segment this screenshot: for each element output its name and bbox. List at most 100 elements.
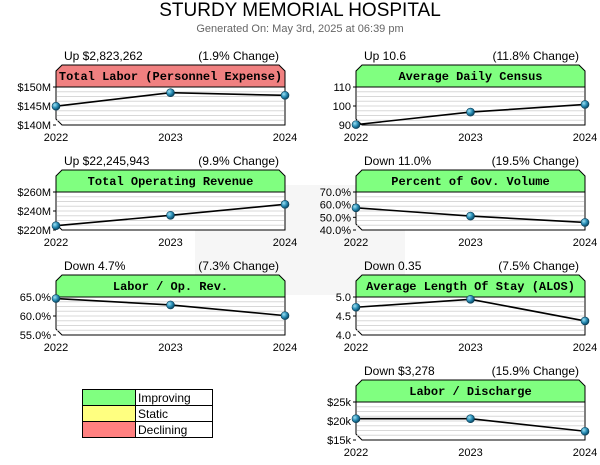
chart1-point [280, 91, 290, 100]
chart6-change-text: Down 0.35 [364, 259, 422, 273]
chart1-xtick-label: 2024 [273, 132, 297, 144]
chart5-change-pct: (7.3% Change) [198, 259, 279, 273]
chart1-title: Total Labor (Personnel Expense) [59, 70, 282, 84]
chart5-xtick-label: 2023 [158, 342, 182, 354]
chart6-xtick-label: 2022 [344, 342, 368, 354]
chart4-point [351, 203, 361, 213]
chart2-title: Average Daily Census [398, 70, 542, 84]
chart2-point [351, 120, 361, 129]
chart7-change-text: Down $3,278 [364, 364, 435, 378]
legend-label: Declining [135, 421, 213, 438]
chart3-point [280, 200, 290, 209]
chart4-change-text: Down 11.0% [364, 154, 431, 168]
chart6: Down 0.35 (7.5% Change) Average Length Of … [336, 259, 598, 354]
chart4-title: Percent of Gov. Volume [391, 175, 549, 189]
chart6-title: Average Length Of Stay (ALOS) [366, 280, 575, 294]
chart5-xtick-label: 2022 [44, 342, 68, 354]
generated-timestamp: Generated On: May 3rd, 2025 at 06:39 pm [196, 23, 404, 35]
chart7-ytick-label: $15k [327, 435, 351, 447]
chart1-xtick-label: 2023 [158, 132, 182, 144]
chart2-change-text: Up 10.6 [364, 49, 406, 63]
chart7-xtick-label: 2022 [344, 447, 368, 459]
legend: Improving Static Declining [82, 389, 213, 438]
chart7-point [351, 414, 361, 424]
chart4-point [580, 218, 590, 227]
chart4-xtick-label: 2023 [458, 237, 482, 249]
legend-swatch-improving [82, 389, 136, 406]
chart5-ytick-label: 60.0% [20, 311, 51, 323]
chart1-xtick-label: 2022 [44, 132, 68, 144]
chart1-change-text: Up $2,823,262 [64, 49, 143, 63]
chart2-xtick-label: 2023 [458, 132, 482, 144]
chart2-ytick-label: 110 [333, 82, 351, 94]
chart5-point [51, 294, 61, 303]
chart5-point [166, 300, 175, 310]
chart6-xtick-label: 2024 [573, 342, 597, 354]
chart3-point [166, 210, 175, 220]
chart6-xtick-label: 2023 [458, 342, 482, 354]
chart2-change-pct: (11.8% Change) [493, 49, 580, 63]
chart6-change-pct: (7.5% Change) [498, 259, 579, 273]
legend-swatch-static [82, 405, 136, 422]
chart3-ytick-label: $240M [17, 206, 51, 218]
chart4-point [466, 211, 475, 221]
chart7-xtick-label: 2023 [458, 447, 482, 459]
chart3: Up $22,245,943 (9.9% Change) Total Operati… [17, 154, 297, 249]
legend-item-declining: Declining [82, 421, 213, 438]
chart6-ytick-label: 4.0 [336, 330, 351, 342]
chart3-ytick-label: $220M [17, 225, 51, 237]
chart4-change-pct: (19.5% Change) [492, 154, 579, 168]
chart7-point [466, 414, 475, 424]
chart3-change-pct: (9.9% Change) [198, 154, 279, 168]
chart7-ytick-label: $25k [327, 397, 351, 409]
chart5: Down 4.7% (7.3% Change) Labor / Op. Rev. 55… [20, 259, 297, 354]
chart3-xtick-label: 2022 [44, 237, 68, 249]
chart3-xtick-label: 2024 [273, 237, 297, 249]
legend-swatch-declining [82, 421, 136, 438]
chart1-point [51, 101, 61, 111]
chart1-ytick-label: $145M [17, 101, 51, 113]
chart1: Up $2,823,262 (1.9% Change) Total Labor (P… [17, 49, 297, 144]
chart4: Down 11.0% (19.5% Change) Percent of Gov. … [320, 154, 597, 249]
chart6-point [351, 302, 361, 312]
chart7-point [580, 426, 590, 436]
legend-item-static: Static [82, 405, 213, 422]
legend-item-improving: Improving [82, 389, 213, 406]
chart3-ytick-label: $260M [17, 187, 51, 199]
chart5-ytick-label: 65.0% [20, 292, 51, 304]
legend-label: Improving [135, 389, 213, 406]
chart4-ytick-label: 40.0% [320, 225, 351, 237]
chart7: Down $3,278 (15.9% Change) Labor / Dischar… [327, 364, 597, 459]
chart3-title: Total Operating Revenue [88, 175, 254, 189]
legend-label: Static [135, 405, 213, 422]
chart2-ytick-label: 100 [333, 101, 351, 113]
chart3-xtick-label: 2023 [158, 237, 182, 249]
chart5-title: Labor / Op. Rev. [113, 280, 228, 294]
chart4-xtick-label: 2022 [344, 237, 368, 249]
chart6-point [466, 294, 475, 304]
chart6-ytick-label: 5.0 [336, 292, 351, 304]
chart2-point [466, 107, 475, 117]
chart2: Up 10.6 (11.8% Change) Average Daily Censu… [333, 49, 598, 144]
chart1-point [166, 88, 175, 97]
chart7-xtick-label: 2024 [573, 447, 597, 459]
chart7-change-pct: (15.9% Change) [492, 364, 579, 378]
chart5-xtick-label: 2024 [273, 342, 297, 354]
chart2-ytick-label: 90 [339, 120, 351, 132]
chart7-title: Labor / Discharge [409, 385, 531, 399]
chart1-ytick-label: $150M [17, 82, 51, 94]
chart1-ytick-label: $140M [17, 120, 51, 132]
chart4-xtick-label: 2024 [573, 237, 597, 249]
chart2-xtick-label: 2022 [344, 132, 368, 144]
chart6-point [580, 316, 590, 326]
chart6-ytick-label: 4.5 [336, 311, 351, 323]
chart3-point [51, 221, 61, 231]
chart2-point [580, 100, 590, 109]
chart7-ytick-label: $20k [327, 416, 351, 428]
chart4-ytick-label: 50.0% [320, 212, 351, 224]
chart5-change-text: Down 4.7% [64, 259, 126, 273]
chart5-ytick-label: 55.0% [20, 330, 51, 342]
chart3-change-text: Up $22,245,943 [64, 154, 150, 168]
chart2-xtick-label: 2024 [573, 132, 597, 144]
